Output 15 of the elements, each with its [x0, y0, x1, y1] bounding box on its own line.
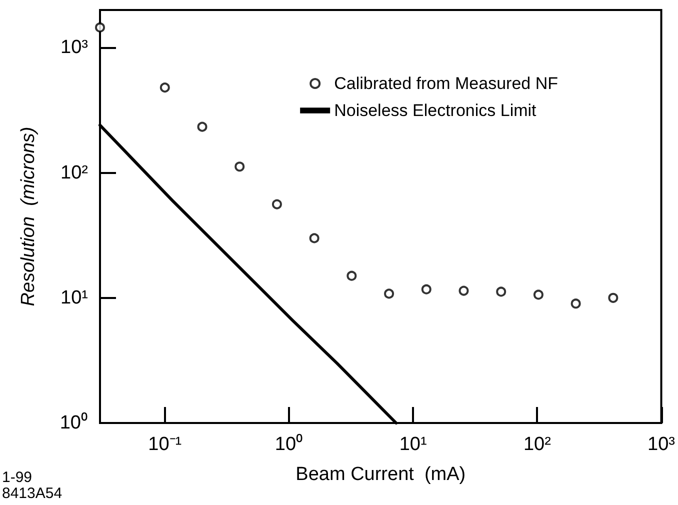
- y-tick-label: 10²: [60, 162, 88, 184]
- text: 8413A54: [2, 485, 62, 502]
- text: 1-99: [2, 469, 34, 486]
- x-tick-label: 10¹: [399, 434, 427, 455]
- y-axis-title: Resolution (microns): [18, 126, 39, 306]
- legend-label: Noiseless Electronics Limit: [334, 101, 537, 120]
- x-axis-title: Beam Current (mA): [296, 464, 466, 485]
- x-tick-label: 10²: [523, 434, 551, 455]
- legend-label: Calibrated from Measured NF: [334, 74, 558, 93]
- y-tick-label: 10¹: [60, 287, 88, 308]
- y-tick-label: 10⁰: [60, 412, 88, 434]
- y-tick-label: 10³: [60, 37, 88, 58]
- x-tick-label: 10⁰: [274, 433, 304, 455]
- x-tick-label: 10³: [648, 434, 676, 455]
- x-tick-label: 10⁻¹: [148, 434, 182, 455]
